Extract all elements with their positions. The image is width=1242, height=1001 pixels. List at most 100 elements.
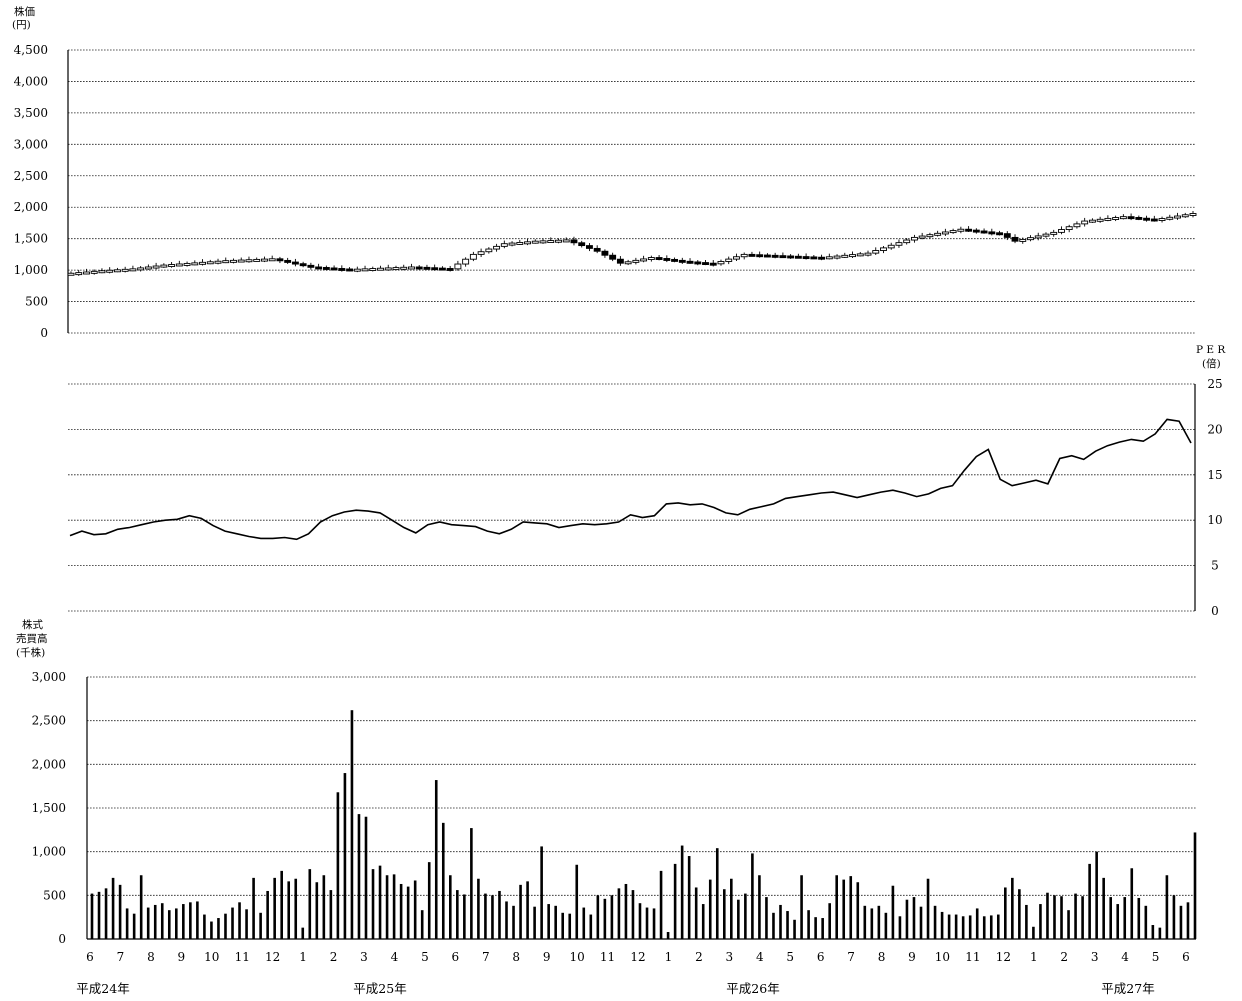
volume-bar — [821, 918, 824, 939]
month-label: 6 — [817, 950, 825, 964]
price-axis-label-line2: (円) — [12, 19, 31, 31]
volume-bar — [1081, 896, 1084, 939]
candle-body — [152, 265, 160, 269]
volume-bar — [519, 884, 522, 939]
volume-bar — [315, 882, 319, 939]
candle-body — [431, 267, 439, 271]
volume-bar — [589, 914, 593, 939]
month-label: 2 — [330, 950, 338, 964]
per-tick-label: 0 — [1211, 604, 1219, 618]
volume-bar — [982, 916, 986, 939]
month-label: 5 — [786, 950, 794, 964]
candle-body — [237, 259, 245, 263]
volume-bar — [863, 905, 867, 939]
candle-body — [849, 254, 856, 258]
month-label: 3 — [360, 950, 368, 964]
volume-bar — [708, 879, 712, 939]
volume-bar — [1088, 863, 1091, 939]
month-label: 2 — [695, 950, 703, 964]
candle-body — [965, 228, 973, 232]
candle-body — [748, 253, 756, 257]
month-label: 10 — [935, 950, 950, 964]
candle-body — [555, 239, 562, 243]
candle-body — [1034, 235, 1042, 239]
candle-body — [980, 230, 988, 234]
per-gridlines — [68, 383, 1195, 612]
per-tick-labels: 25 20 15 10 5 0 — [1207, 377, 1222, 618]
per-axis-label-line2: (倍) — [1202, 357, 1221, 370]
volume-tick-label: 2,000 — [32, 757, 66, 771]
volume-bar — [1067, 910, 1070, 939]
volume-bar — [1095, 851, 1098, 939]
candle-body — [322, 267, 330, 270]
month-label: 7 — [847, 950, 855, 964]
candle-body — [972, 229, 980, 233]
candle-body — [1073, 223, 1081, 228]
candle-body — [918, 235, 926, 239]
per-tick-label: 15 — [1207, 468, 1222, 482]
volume-bar — [568, 913, 572, 939]
candle-body — [996, 232, 1004, 236]
volume-bar — [1102, 877, 1105, 939]
candle-body — [547, 240, 555, 244]
candle-body — [1011, 236, 1019, 242]
era-year-labels: 平成24年 平成25年 平成26年 平成27年 — [76, 981, 1154, 996]
month-label: 5 — [1152, 950, 1160, 964]
volume-bar — [989, 915, 993, 939]
price-tick-label: 1,500 — [14, 232, 48, 246]
candle-body — [1042, 233, 1050, 237]
volume-tick-label: 1,000 — [32, 845, 66, 859]
candle-body — [887, 244, 895, 249]
candle-body — [949, 230, 957, 234]
month-label: 4 — [756, 950, 764, 964]
month-label: 9 — [543, 950, 551, 964]
candle-body — [129, 268, 137, 272]
candle-body — [1081, 220, 1089, 225]
volume-bar — [224, 913, 227, 939]
candle-body — [771, 254, 779, 258]
volume-bar — [477, 878, 480, 939]
volume-bar — [245, 909, 248, 939]
candle-body — [1058, 229, 1065, 233]
candle-body — [183, 262, 191, 266]
era-label: 平成24年 — [76, 981, 129, 996]
per-tick-label: 20 — [1207, 422, 1222, 436]
candle-body — [454, 263, 462, 270]
volume-bar — [1025, 904, 1028, 939]
volume-bar — [456, 890, 459, 939]
volume-bar — [554, 905, 557, 939]
month-tick-labels: 6 7 8 9 10 11 12 1 2 3 4 5 6 7 8 9 10 11 12 1 2 3 4 5 6 7 8 9 10 11 12… — [86, 950, 1190, 964]
volume-bar — [1137, 897, 1141, 939]
volume-bar — [1004, 887, 1007, 939]
candle-body — [199, 261, 206, 265]
price-tick-label: 2,000 — [14, 200, 48, 214]
volume-bar — [849, 876, 853, 939]
volume-bar — [1144, 905, 1148, 939]
per-tick-label: 10 — [1207, 513, 1222, 527]
candle-body — [438, 267, 446, 271]
volume-bar — [182, 904, 185, 939]
price-candlesticks — [67, 210, 1197, 276]
volume-bar — [758, 875, 761, 939]
candle-body — [222, 260, 230, 264]
volume-bar — [210, 921, 213, 939]
candle-body — [926, 234, 934, 238]
month-label: 6 — [452, 950, 460, 964]
volume-bar — [146, 907, 150, 939]
volume-bar — [673, 863, 677, 939]
candle-body — [1019, 238, 1027, 242]
candle-body — [1143, 217, 1151, 221]
volume-bar — [870, 908, 874, 939]
candle-body — [578, 242, 586, 247]
volume-bar — [118, 884, 122, 939]
candle-body — [717, 261, 725, 265]
volume-bar — [280, 870, 283, 939]
price-tick-label: 3,000 — [14, 137, 48, 151]
volume-bar — [877, 905, 881, 939]
candle-body — [1104, 217, 1112, 221]
volume-bar — [800, 875, 803, 939]
volume-bar — [786, 911, 789, 939]
volume-bar — [744, 893, 747, 939]
volume-bar — [975, 908, 979, 939]
volume-bar — [371, 869, 375, 939]
